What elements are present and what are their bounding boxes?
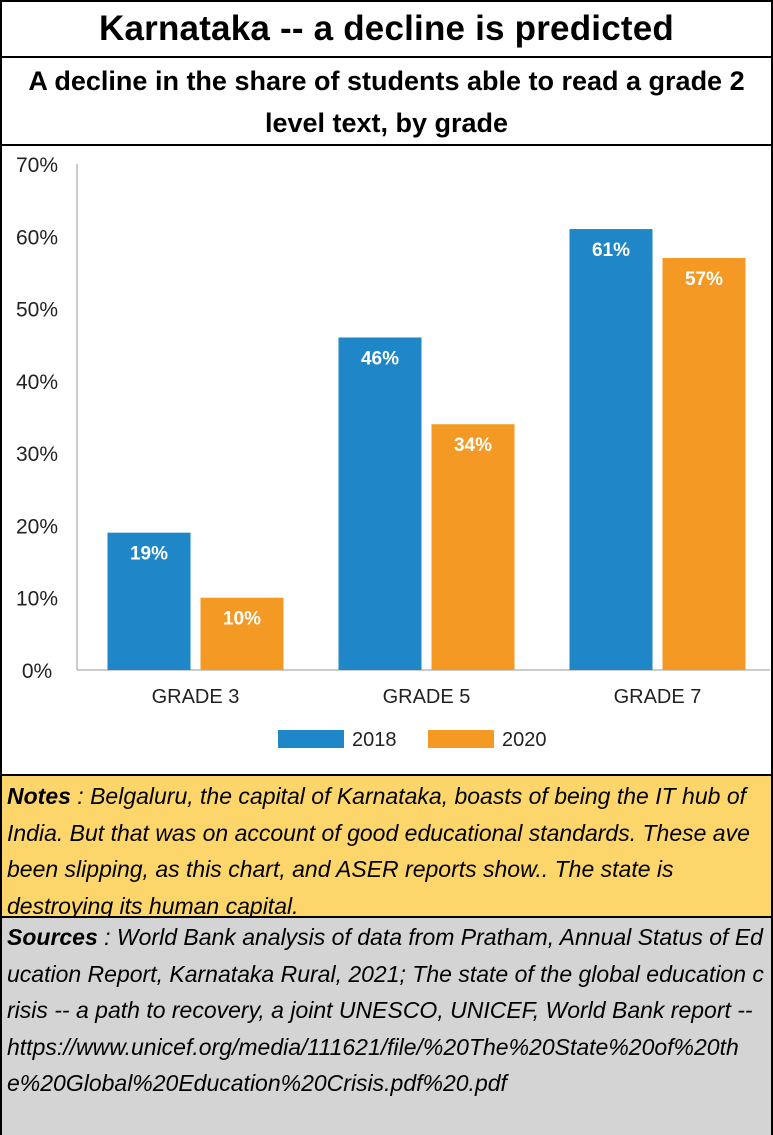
sources-text: : World Bank analysis of data from Prath… — [7, 924, 764, 1096]
bar — [431, 424, 515, 670]
y-tick-label: 10% — [16, 588, 58, 611]
bar — [200, 597, 284, 670]
y-tick-label: 60% — [16, 226, 58, 249]
x-tick-label: GRADE 3 — [152, 686, 240, 708]
bar — [338, 337, 422, 670]
y-tick-label: 0% — [22, 660, 52, 683]
legend-swatch — [428, 730, 494, 748]
bar-data-label: 46% — [361, 348, 399, 369]
bar — [569, 229, 653, 671]
bar — [662, 257, 746, 670]
legend-label: 2020 — [502, 729, 547, 751]
x-tick-label: GRADE 7 — [614, 686, 702, 708]
legend-swatch — [278, 730, 344, 748]
chart-subtitle: A decline in the share of students able … — [2, 60, 771, 146]
bar-data-label: 19% — [130, 544, 168, 565]
y-tick-label: 40% — [16, 371, 58, 394]
bar-data-label: 10% — [223, 609, 261, 630]
y-tick-label: 30% — [16, 443, 58, 466]
bar-data-label: 57% — [685, 269, 723, 290]
sources-label: Sources — [7, 924, 98, 950]
y-tick-label: 50% — [16, 299, 58, 322]
bar — [107, 532, 191, 670]
bar-chart-svg: 0% 10% 20% 30% 40% 50% 60% 70% 19% 10% GRADE 3 46% 3… — [16, 154, 770, 751]
notes-panel: Notes : Belgaluru, the capital of Karnat… — [2, 774, 771, 919]
legend-label: 2018 — [352, 729, 397, 751]
bar-data-label: 34% — [454, 435, 492, 456]
y-tick-label: 70% — [16, 154, 58, 177]
bar-data-label: 61% — [592, 240, 630, 261]
notes-label: Notes — [7, 783, 71, 809]
bar-chart: 0% 10% 20% 30% 40% 50% 60% 70% 19% 10% GRADE 3 46% 3… — [2, 148, 771, 774]
x-tick-label: GRADE 5 — [383, 686, 471, 708]
y-tick-label: 20% — [16, 515, 58, 538]
notes-text: : Belgaluru, the capital of Karnataka, b… — [7, 783, 750, 919]
sources-panel: Sources : World Bank analysis of data fr… — [2, 918, 771, 1135]
chart-title: Karnataka -- a decline is predicted — [2, 2, 771, 58]
